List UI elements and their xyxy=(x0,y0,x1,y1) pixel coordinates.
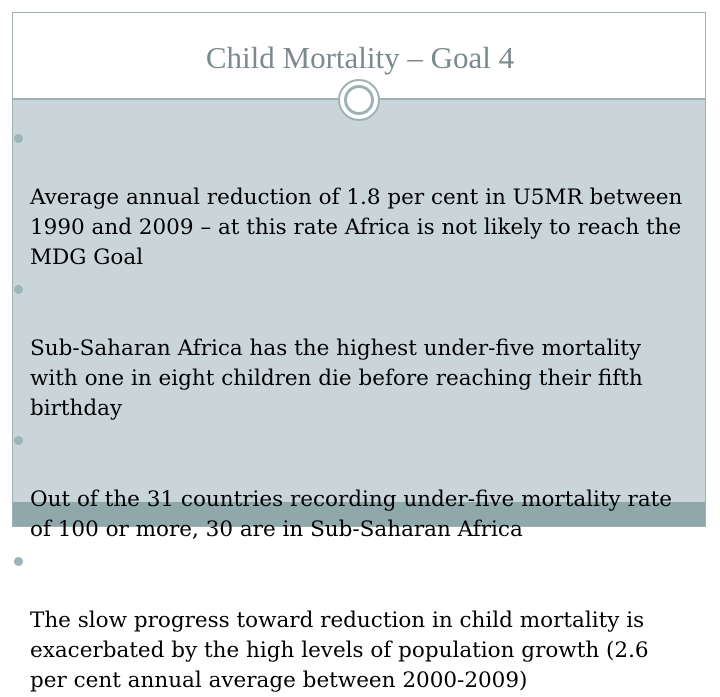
bottom-bar xyxy=(13,502,705,526)
bullet-icon xyxy=(14,285,23,294)
circle-ornament-icon xyxy=(338,79,380,121)
content-area xyxy=(13,100,705,502)
bullet-item: Out of the 31 countries recording under-… xyxy=(0,425,720,545)
bullet-text: The slow progress toward reduction in ch… xyxy=(30,608,649,693)
bullet-item: Sub-Saharan Africa has the highest under… xyxy=(0,274,720,424)
bullet-item: The slow progress toward reduction in ch… xyxy=(0,546,720,696)
slide-title: Child Mortality – Goal 4 xyxy=(205,40,515,75)
bullet-item: Average annual reduction of 1.8 per cent… xyxy=(0,123,720,273)
circle-ornament-inner xyxy=(344,85,374,115)
bullet-icon xyxy=(14,436,23,445)
bullet-list: Average annual reduction of 1.8 per cent… xyxy=(0,123,720,697)
bullet-icon xyxy=(14,557,23,566)
bullet-text: Average annual reduction of 1.8 per cent… xyxy=(30,185,683,270)
bullet-icon xyxy=(14,134,23,143)
bullet-text: Sub-Saharan Africa has the highest under… xyxy=(30,336,643,421)
bullet-text: Out of the 31 countries recording under-… xyxy=(30,487,672,542)
